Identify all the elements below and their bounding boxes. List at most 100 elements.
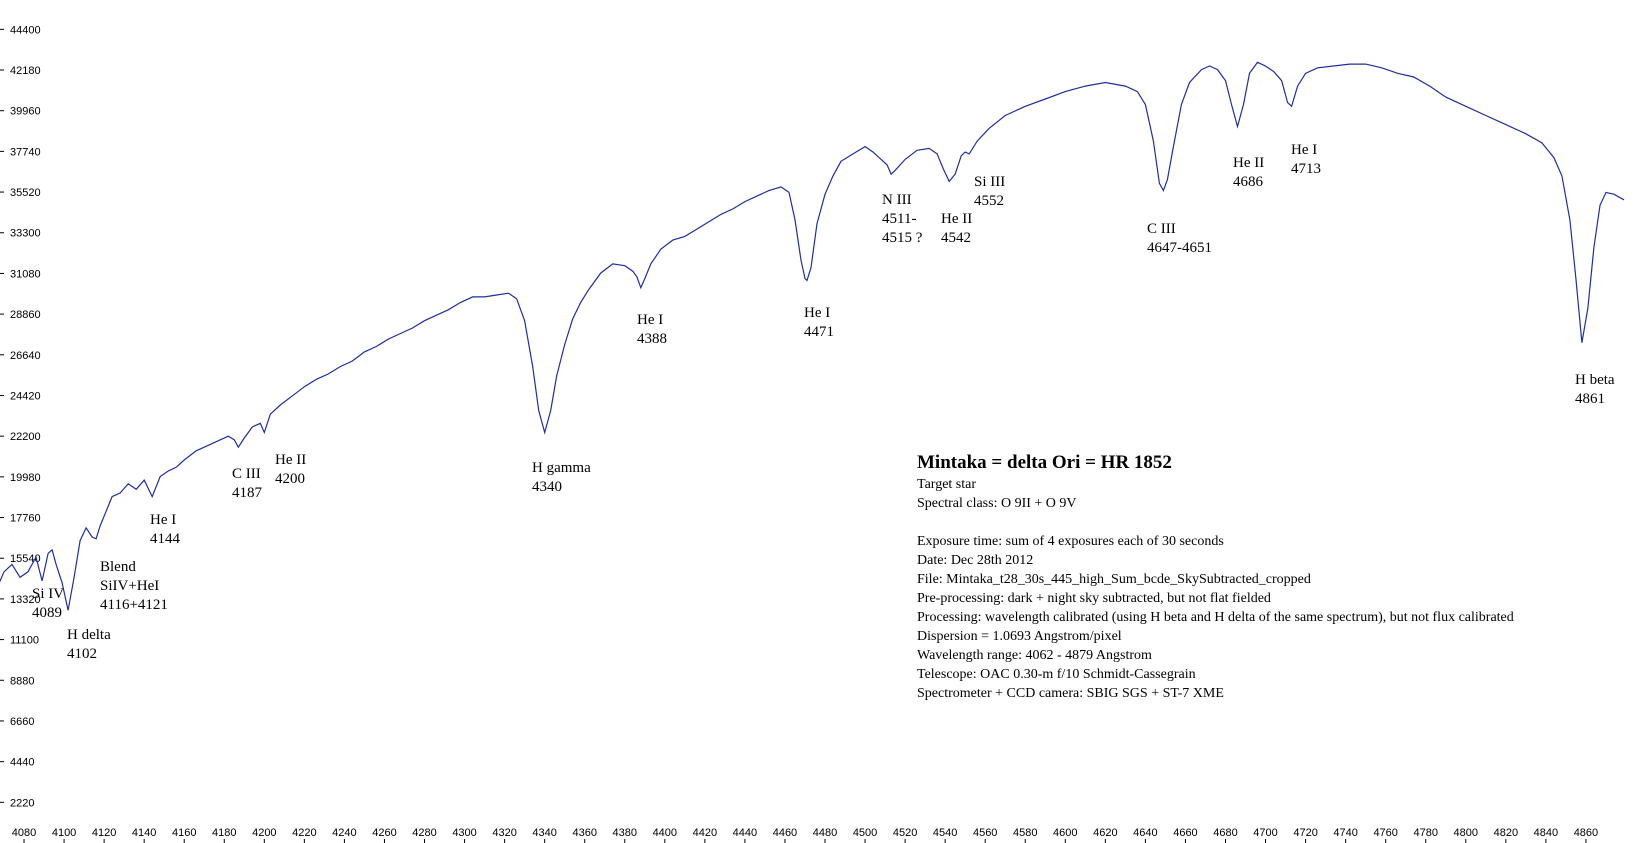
- annotation-line2: 4471: [804, 324, 834, 340]
- x-tick-label: 4720: [1293, 827, 1317, 839]
- x-tick-label: 4860: [1574, 827, 1598, 839]
- annotation-he-ii-4686: He II 4686: [1233, 155, 1264, 190]
- info-date: Date: Dec 28th 2012: [917, 553, 1033, 568]
- annotation-he-i-4144: He I 4144: [150, 512, 181, 547]
- annotation-he-i-4388: He I 4388: [637, 312, 667, 347]
- annotation-line1: He I: [1291, 142, 1317, 158]
- x-tick-label: 4640: [1133, 827, 1157, 839]
- info-title: Mintaka = delta Ori = HR 1852: [917, 452, 1172, 473]
- annotation-line1: He II: [941, 211, 972, 227]
- info-wavelength-range: Wavelength range: 4062 - 4879 Angstrom: [917, 648, 1152, 663]
- annotation-he-i-4471: He I 4471: [804, 305, 834, 340]
- x-tick-label: 4460: [773, 827, 797, 839]
- x-tick-label: 4500: [853, 827, 877, 839]
- y-tick-label: 17760: [10, 513, 41, 525]
- annotation-line1: C III: [232, 466, 261, 482]
- annotation-line3: 4116+4121: [100, 597, 168, 613]
- x-tick-label: 4700: [1253, 827, 1277, 839]
- info-exposure: Exposure time: sum of 4 exposures each o…: [917, 534, 1224, 549]
- x-tick-label: 4220: [292, 827, 316, 839]
- x-tick-label: 4300: [452, 827, 476, 839]
- y-tick-label: 37740: [10, 146, 41, 158]
- annotation-line2: 4713: [1291, 161, 1321, 177]
- y-tick-label: 22200: [10, 431, 41, 443]
- annotation-line1: N III: [882, 192, 912, 208]
- x-tick-label: 4820: [1494, 827, 1518, 839]
- y-tick-label: 8880: [10, 675, 34, 687]
- x-tick-label: 4320: [492, 827, 516, 839]
- annotation-h-beta-4861: H beta 4861: [1575, 372, 1615, 407]
- y-tick-label: 39960: [10, 106, 41, 118]
- observation-info: Mintaka = delta Ori = HR 1852 Target sta…: [917, 452, 1514, 701]
- x-tick-label: 4360: [572, 827, 596, 839]
- x-tick-label: 4420: [693, 827, 717, 839]
- annotation-line2: 4340: [532, 479, 562, 495]
- y-tick-label: 26640: [10, 350, 41, 362]
- x-tick-label: 4800: [1454, 827, 1478, 839]
- x-tick-label: 4760: [1373, 827, 1397, 839]
- info-processing: Processing: wavelength calibrated (using…: [917, 610, 1514, 625]
- annotation-line2: 4511-: [882, 211, 916, 227]
- y-tick-label: 19980: [10, 472, 41, 484]
- annotation-line2: SiIV+HeI: [100, 578, 159, 594]
- y-tick-label: 42180: [10, 65, 41, 77]
- annotation-line2: 4089: [32, 605, 62, 621]
- info-spectral-class: Spectral class: O 9II + O 9V: [917, 496, 1077, 511]
- x-tick-label: 4400: [653, 827, 677, 839]
- y-tick-label: 11100: [10, 635, 39, 647]
- info-file: File: Mintaka_t28_30s_445_high_Sum_bcde_…: [917, 572, 1311, 587]
- annotation-line1: Blend: [100, 559, 136, 575]
- annotation-h-gamma-4340: H gamma 4340: [532, 460, 591, 495]
- annotation-line1: He II: [1233, 155, 1264, 171]
- annotation-line2: 4187: [232, 485, 263, 501]
- y-axis: 2220444066608880111001332015540177601998…: [0, 24, 41, 809]
- annotation-line1: He I: [804, 305, 830, 321]
- annotation-line2: 4647-4651: [1147, 240, 1212, 256]
- y-tick-label: 13320: [10, 594, 41, 606]
- annotation-line1: He I: [150, 512, 176, 528]
- x-tick-label: 4280: [412, 827, 436, 839]
- x-tick-label: 4540: [933, 827, 957, 839]
- x-tick-label: 4600: [1053, 827, 1077, 839]
- annotation-he-ii-4200: He II 4200: [275, 452, 306, 487]
- y-tick-label: 31080: [10, 268, 41, 280]
- info-target: Target star: [917, 477, 976, 492]
- annotation-line1: Si IV: [32, 586, 64, 602]
- annotation-si-iii-4552: Si III 4552: [974, 174, 1005, 209]
- x-tick-label: 4180: [212, 827, 236, 839]
- x-tick-label: 4380: [613, 827, 637, 839]
- x-tick-label: 4120: [92, 827, 116, 839]
- y-tick-label: 4440: [10, 757, 34, 769]
- annotation-line1: H beta: [1575, 372, 1615, 388]
- x-tick-label: 4780: [1414, 827, 1438, 839]
- info-preprocessing: Pre-processing: dark + night sky subtrac…: [917, 591, 1271, 606]
- y-tick-label: 2220: [10, 797, 34, 809]
- x-tick-label: 4740: [1333, 827, 1357, 839]
- annotation-h-delta-4102: H delta 4102: [67, 627, 111, 662]
- annotation-he-i-4713: He I 4713: [1291, 142, 1321, 177]
- annotation-line1: C III: [1147, 221, 1176, 237]
- spectrum-line: [0, 61, 1625, 611]
- x-tick-label: 4260: [372, 827, 396, 839]
- annotation-line2: 4686: [1233, 174, 1264, 190]
- annotation-c-iii-4647: C III 4647-4651: [1147, 221, 1212, 256]
- annotation-line3: 4515 ?: [882, 230, 923, 246]
- x-tick-label: 4240: [332, 827, 356, 839]
- x-tick-label: 4660: [1173, 827, 1197, 839]
- annotation-line1: He I: [637, 312, 663, 328]
- y-tick-label: 28860: [10, 309, 41, 321]
- annotation-line1: Si III: [974, 174, 1005, 190]
- annotation-line2: 4552: [974, 193, 1004, 209]
- info-telescope: Telescope: OAC 0.30-m f/10 Schmidt-Casse…: [917, 667, 1196, 682]
- info-dispersion: Dispersion = 1.0693 Angstrom/pixel: [917, 629, 1122, 644]
- y-tick-label: 44400: [10, 24, 41, 36]
- annotation-line2: 4861: [1575, 391, 1605, 407]
- annotation-line2: 4388: [637, 331, 667, 347]
- x-tick-label: 4140: [132, 827, 156, 839]
- annotation-line2: 4144: [150, 531, 181, 547]
- y-tick-label: 35520: [10, 187, 41, 199]
- x-tick-label: 4160: [172, 827, 196, 839]
- y-tick-label: 24420: [10, 390, 41, 402]
